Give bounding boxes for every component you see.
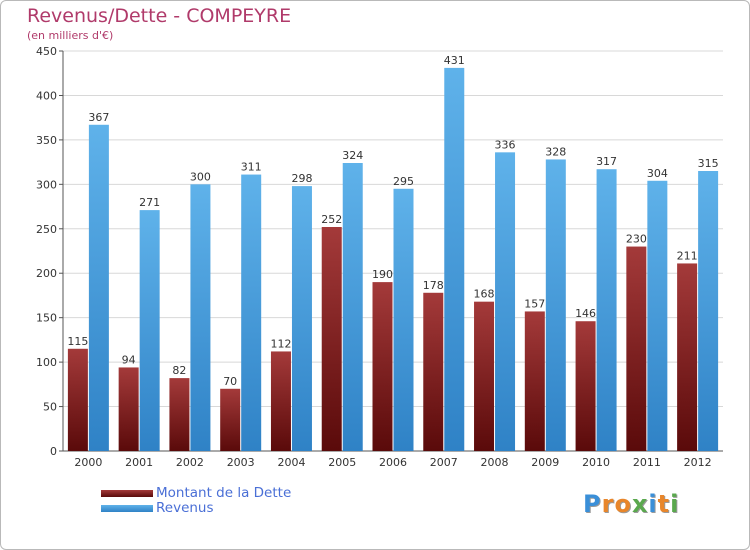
data-label-debt: 168 xyxy=(474,288,495,301)
data-label-revenus: 317 xyxy=(596,155,617,168)
chart-title: Revenus/Dette - COMPEYRE xyxy=(27,5,292,27)
bar-revenus xyxy=(393,188,414,451)
data-label-revenus: 304 xyxy=(647,167,668,180)
bar-revenus xyxy=(291,186,312,451)
data-label-revenus: 315 xyxy=(698,157,719,170)
data-label-revenus: 271 xyxy=(139,196,160,209)
bar-debt xyxy=(270,351,291,451)
y-tick-label: 150 xyxy=(36,312,57,325)
bar-debt xyxy=(220,388,241,451)
y-tick-label: 250 xyxy=(36,223,57,236)
data-label-debt: 115 xyxy=(67,335,88,348)
data-label-debt: 211 xyxy=(677,249,698,262)
data-label-revenus: 324 xyxy=(342,149,363,162)
bar-revenus xyxy=(88,124,109,452)
data-labels: 115 367 94 271 82 300 70 311 112 298 252 324 190 295 1… xyxy=(67,54,718,388)
logo-letter: i xyxy=(670,490,680,518)
y-tick-label: 400 xyxy=(36,89,57,102)
x-tick-label: 2005 xyxy=(328,456,356,469)
data-label-revenus: 431 xyxy=(444,54,465,67)
proxiti-logo: Proxiti xyxy=(583,490,679,518)
bar-revenus xyxy=(241,174,262,452)
gridlines xyxy=(63,50,723,452)
data-label-debt: 190 xyxy=(372,268,393,281)
bar-debt xyxy=(423,292,444,451)
x-tick-label: 2009 xyxy=(531,456,559,469)
y-tick-label: 200 xyxy=(36,267,57,280)
bar-debt xyxy=(677,263,698,451)
y-tick-label: 350 xyxy=(36,134,57,147)
data-label-debt: 94 xyxy=(122,353,136,366)
x-tick-label: 2006 xyxy=(379,456,407,469)
x-tick-label: 2002 xyxy=(176,456,204,469)
chart-subtitle: (en milliers d'€) xyxy=(27,29,114,42)
bar-debt xyxy=(67,348,88,451)
x-tick-label: 2003 xyxy=(227,456,255,469)
bar-revenus xyxy=(647,180,668,451)
bar-debt xyxy=(321,227,342,451)
data-label-revenus: 328 xyxy=(545,145,566,158)
bar-revenus xyxy=(342,163,363,451)
data-label-debt: 146 xyxy=(575,307,596,320)
logo-letter: t xyxy=(657,490,671,518)
data-label-revenus: 336 xyxy=(495,138,516,151)
bar-revenus xyxy=(139,210,160,451)
logo-letter: x xyxy=(631,490,649,518)
x-tick-label: 2004 xyxy=(277,456,305,469)
data-label-revenus: 367 xyxy=(88,111,109,124)
bar-revenus xyxy=(495,152,516,452)
axes: 0 50 100 150 200 250 300 350 400 450 2000 2001 2002 2… xyxy=(36,45,723,469)
bar-debt xyxy=(474,301,495,451)
bar-debt xyxy=(372,282,393,451)
logo-letter: r xyxy=(601,490,615,518)
x-tick-label: 2010 xyxy=(582,456,610,469)
bar-revenus xyxy=(545,159,566,451)
data-label-debt: 252 xyxy=(321,213,342,226)
bars xyxy=(67,67,719,452)
legend-label-revenus: Revenus xyxy=(156,500,214,516)
data-label-debt: 70 xyxy=(223,375,237,388)
data-label-revenus: 300 xyxy=(190,170,211,183)
y-tick-label: 100 xyxy=(36,356,57,369)
y-tick-label: 450 xyxy=(36,45,57,58)
bar-debt xyxy=(626,246,647,451)
logo-letter: i xyxy=(648,490,658,518)
bar-debt xyxy=(524,311,545,451)
data-label-debt: 157 xyxy=(524,297,545,310)
data-label-revenus: 298 xyxy=(291,172,312,185)
y-tick-label: 0 xyxy=(50,445,57,458)
data-label-debt: 178 xyxy=(423,279,444,292)
x-tick-label: 2008 xyxy=(481,456,509,469)
bar-revenus xyxy=(190,184,211,452)
data-label-debt: 112 xyxy=(270,337,291,350)
y-tick-label: 300 xyxy=(36,178,57,191)
x-tick-label: 2007 xyxy=(430,456,458,469)
bar-revenus xyxy=(444,67,465,451)
logo-letter: o xyxy=(614,490,632,518)
y-tick-label: 50 xyxy=(43,401,57,414)
bar-revenus xyxy=(698,171,719,451)
data-label-revenus: 295 xyxy=(393,175,414,188)
data-label-debt: 230 xyxy=(626,233,647,246)
x-tick-label: 2012 xyxy=(684,456,712,469)
legend-swatch-debt xyxy=(101,490,153,497)
legend-swatch-revenus xyxy=(101,505,153,512)
data-label-debt: 82 xyxy=(172,364,186,377)
x-tick-label: 2011 xyxy=(633,456,661,469)
bar-debt xyxy=(118,367,139,451)
bar-revenus xyxy=(596,169,617,451)
legend-label-debt: Montant de la Dette xyxy=(156,485,292,501)
x-tick-label: 2001 xyxy=(125,456,153,469)
data-label-revenus: 311 xyxy=(241,161,262,174)
bar-debt xyxy=(575,321,596,451)
bar-debt xyxy=(169,378,190,451)
x-tick-label: 2000 xyxy=(74,456,102,469)
logo-letter: P xyxy=(583,490,602,518)
